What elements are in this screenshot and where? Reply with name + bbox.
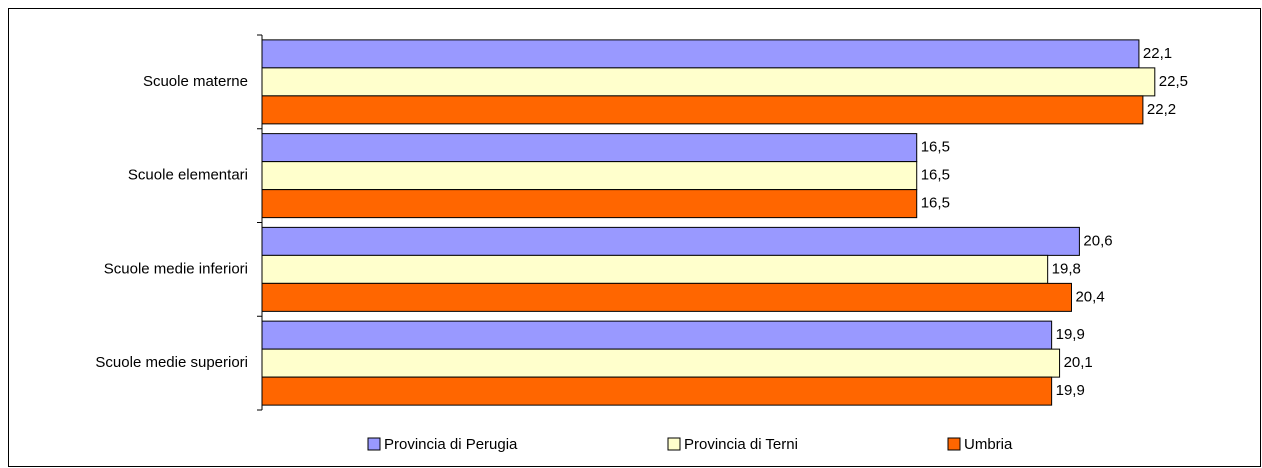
data-label: 19,8 [1052, 260, 1081, 277]
bar [261, 67, 1156, 97]
data-label: 22,5 [1159, 73, 1188, 90]
bar [261, 189, 918, 219]
bar [261, 133, 918, 163]
data-label: 20,6 [1083, 232, 1112, 249]
bar [261, 226, 1080, 256]
y-tick-label: Scuole elementari [128, 167, 248, 184]
bar [261, 161, 918, 191]
data-label: 22,1 [1143, 45, 1172, 62]
legend-label: Umbria [964, 436, 1013, 453]
legend-swatch [947, 437, 961, 451]
y-tick-label: Scuole medie superiori [95, 354, 248, 371]
bar [261, 320, 1053, 350]
data-label: 20,4 [1075, 288, 1104, 305]
legend-swatch [667, 437, 681, 451]
bar [261, 376, 1053, 406]
data-label: 19,9 [1056, 382, 1085, 399]
y-tick-label: Scuole materne [143, 73, 248, 90]
bar [261, 95, 1144, 125]
legend-label: Provincia di Terni [684, 436, 798, 453]
bar [261, 348, 1061, 378]
legend-label: Provincia di Perugia [384, 436, 518, 453]
legend-swatch [367, 437, 381, 451]
data-label: 16,5 [921, 139, 950, 156]
data-label: 19,9 [1056, 326, 1085, 343]
data-label: 20,1 [1064, 354, 1093, 371]
data-label: 16,5 [921, 167, 950, 184]
data-label: 22,2 [1147, 101, 1176, 118]
bar [261, 254, 1049, 284]
data-label: 16,5 [921, 195, 950, 212]
bar [261, 282, 1072, 312]
y-tick-label: Scuole medie inferiori [104, 260, 248, 277]
bar [261, 39, 1140, 69]
